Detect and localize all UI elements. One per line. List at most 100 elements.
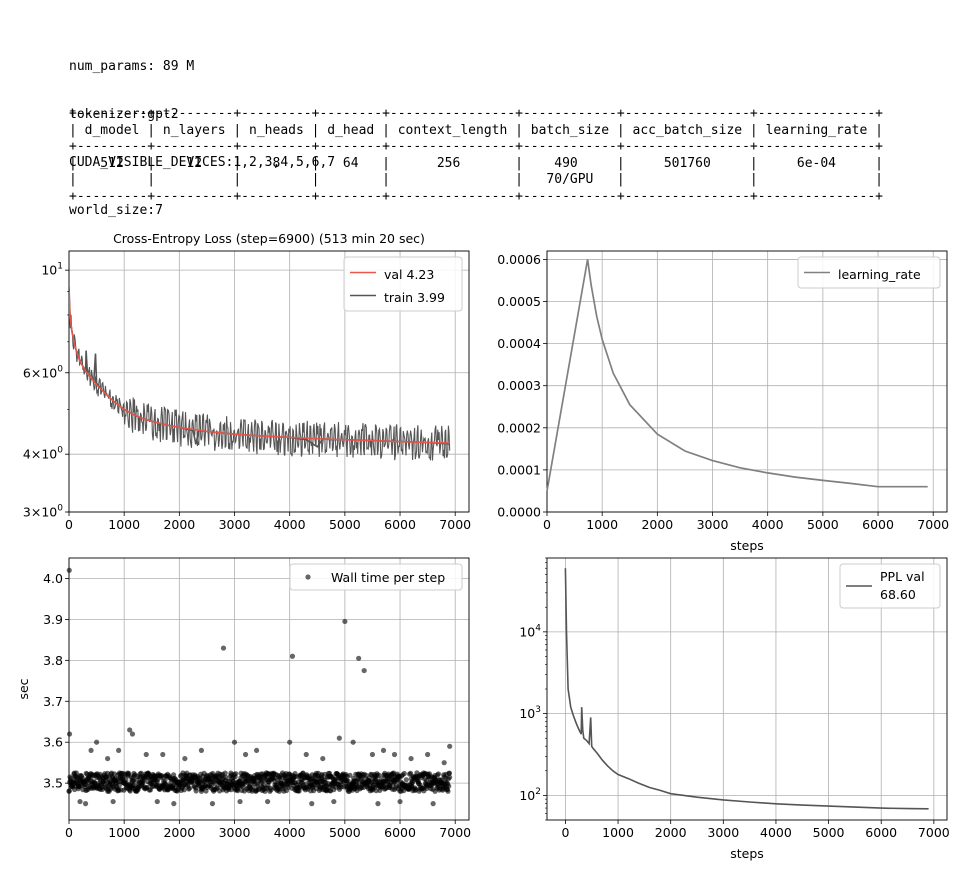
y-tick-label: 6×100 bbox=[23, 364, 63, 380]
x-tick-label: 2000 bbox=[655, 825, 687, 840]
scatter-point bbox=[342, 618, 348, 625]
table-row: | | | | | | 70/GPU | | | bbox=[69, 172, 883, 188]
table-border: +---------+----------+---------+--------… bbox=[69, 139, 883, 155]
x-tick-label: 1000 bbox=[108, 517, 140, 532]
x-tick-label: 2000 bbox=[641, 517, 673, 532]
legend-marker-swatch bbox=[305, 574, 311, 580]
scatter-point bbox=[105, 755, 111, 762]
scatter-point bbox=[93, 739, 100, 745]
legend-entry: train 3.99 bbox=[384, 290, 445, 305]
scatter-point bbox=[66, 567, 72, 573]
scatter-point bbox=[441, 760, 447, 766]
x-tick-label: 6000 bbox=[865, 825, 897, 840]
x-tick-label: 4000 bbox=[274, 825, 306, 840]
scatter-point bbox=[110, 798, 116, 805]
x-tick-label: 1000 bbox=[586, 517, 618, 532]
scatter-point bbox=[253, 747, 260, 754]
scatter-point bbox=[171, 801, 177, 807]
legend-box bbox=[797, 256, 941, 289]
x-tick-label: 6000 bbox=[384, 517, 416, 532]
scatter-point bbox=[361, 667, 367, 674]
scatter-point bbox=[116, 747, 122, 754]
x-tick-label: 5000 bbox=[807, 517, 839, 532]
info-line: tokenizer:gpt2 bbox=[69, 107, 179, 122]
x-tick-label: 2000 bbox=[163, 825, 195, 840]
scatter-point bbox=[446, 770, 452, 776]
x-axis-label: steps bbox=[730, 538, 764, 553]
scatter-points bbox=[66, 567, 453, 807]
scatter-point bbox=[73, 770, 79, 776]
scatter-point bbox=[242, 751, 249, 758]
x-tick-label: 4000 bbox=[760, 825, 792, 840]
y-tick-label: 3.8 bbox=[43, 653, 63, 668]
x-tick-label: 7000 bbox=[439, 517, 471, 532]
scatter-point bbox=[380, 747, 387, 754]
plot-frame bbox=[546, 250, 948, 513]
y-tick-label: 0.0003 bbox=[497, 378, 541, 393]
scatter-point bbox=[126, 770, 132, 777]
scatter-point bbox=[287, 739, 293, 745]
x-tick-label: 6000 bbox=[384, 825, 416, 840]
plot-frame bbox=[68, 557, 470, 821]
scatter-point bbox=[268, 787, 274, 793]
x-tick-label: 0 bbox=[543, 517, 551, 532]
scatter-point bbox=[209, 801, 216, 807]
scatter-point bbox=[160, 751, 166, 758]
y-tick-label: 0.0000 bbox=[497, 505, 541, 520]
x-tick-label: 3000 bbox=[697, 517, 729, 532]
gridlines bbox=[546, 251, 947, 513]
x-tick-label: 3000 bbox=[707, 825, 739, 840]
scatter-point bbox=[265, 798, 271, 805]
scatter-point bbox=[391, 751, 398, 758]
hyperparam-table: +---------+----------+---------+--------… bbox=[69, 106, 883, 206]
table-border: +---------+----------+---------+--------… bbox=[69, 106, 883, 121]
plot-frame bbox=[68, 250, 470, 513]
y-tick-label: 3.6 bbox=[43, 735, 63, 750]
x-tick-label: 0 bbox=[561, 825, 569, 840]
scatter-point bbox=[159, 773, 165, 779]
scatter-point bbox=[347, 772, 353, 778]
x-tick-label: 4000 bbox=[752, 517, 784, 532]
info-line: num_params: 89 M bbox=[69, 59, 195, 74]
gridlines bbox=[547, 558, 947, 820]
chart-title: Cross-Entropy Loss (step=6900) (513 min … bbox=[113, 231, 425, 246]
x-tick-label: 0 bbox=[65, 825, 73, 840]
x-axis-label: steps bbox=[730, 846, 764, 861]
scatter-point bbox=[154, 798, 160, 805]
y-tick-label: 4×100 bbox=[23, 446, 63, 462]
scatter-point bbox=[369, 751, 376, 758]
scatter-point bbox=[129, 731, 136, 737]
scatter-point bbox=[162, 777, 168, 784]
x-tick-label: 3000 bbox=[219, 517, 251, 532]
y-tick-label: 3×100 bbox=[23, 504, 63, 520]
legend-entry: Wall time per step bbox=[331, 570, 445, 585]
y-tick-label: 0.0005 bbox=[497, 294, 541, 309]
scatter-point bbox=[235, 788, 241, 794]
scatter-point bbox=[289, 653, 296, 659]
scatter-point bbox=[403, 777, 409, 783]
scatter-point bbox=[261, 782, 267, 788]
scatter-point bbox=[82, 801, 89, 807]
x-tick-label: 7000 bbox=[439, 825, 471, 840]
y-tick-label: 3.7 bbox=[43, 694, 63, 709]
scatter-point bbox=[233, 771, 239, 777]
x-tick-label: 6000 bbox=[862, 517, 894, 532]
y-tick-label: 101 bbox=[41, 262, 63, 278]
x-tick-label: 5000 bbox=[329, 825, 361, 840]
scatter-point bbox=[435, 771, 441, 777]
table-row: | 512 | 12 | 8 | 64 | 256 | 490 | 501760… bbox=[69, 155, 883, 171]
scatter-point bbox=[309, 801, 315, 807]
scatter-point bbox=[397, 798, 403, 805]
y-tick-label: 0.0002 bbox=[497, 420, 541, 435]
scatter-point bbox=[143, 751, 149, 758]
scatter-point bbox=[116, 782, 122, 788]
y-tick-label: 0.0006 bbox=[497, 252, 541, 267]
legend-box bbox=[839, 563, 941, 609]
scatter-point bbox=[320, 755, 326, 762]
scatter-point bbox=[198, 747, 205, 754]
legend-entry: learning_rate bbox=[838, 267, 921, 282]
scatter-point bbox=[237, 798, 243, 805]
y-tick-label: 0.0004 bbox=[497, 336, 541, 351]
scatter-point bbox=[193, 788, 199, 794]
